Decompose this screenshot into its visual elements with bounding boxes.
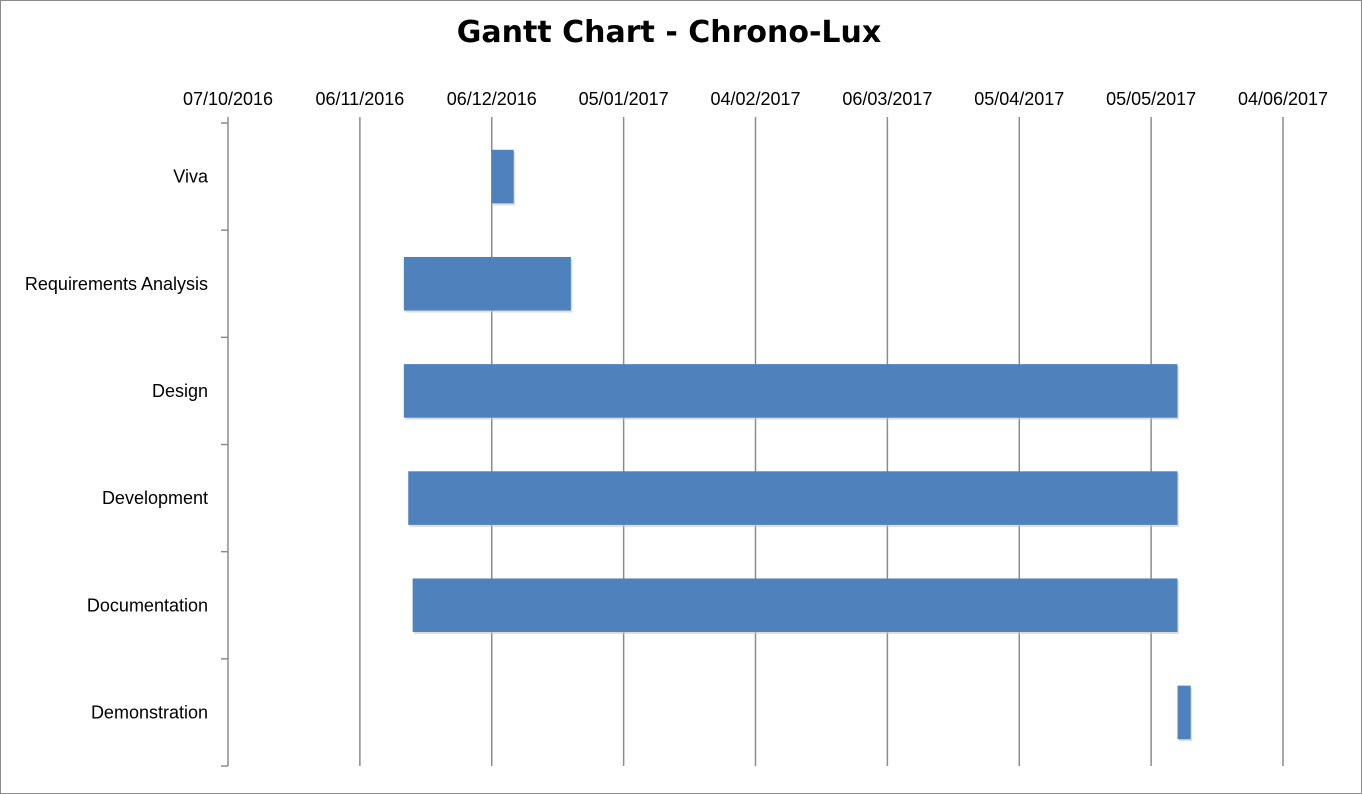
task-bar (1177, 685, 1191, 740)
x-tick-label: 05/05/2017 (1106, 89, 1196, 109)
axis-labels: 07/10/2016 06/11/2016 06/12/2016 05/01/2017… (25, 89, 1328, 722)
task-label: Development (102, 488, 208, 508)
x-tick-label: 06/12/2016 (447, 89, 537, 109)
task-bar (491, 149, 514, 204)
x-tick-label: 06/11/2016 (315, 89, 404, 109)
x-tick-label: 06/03/2017 (842, 89, 932, 109)
x-tick-label: 05/01/2017 (579, 89, 669, 109)
x-tick-label: 07/10/2016 (183, 89, 273, 109)
x-tick-label: 05/04/2017 (974, 89, 1064, 109)
grid-lines (359, 123, 1284, 766)
axes (221, 117, 1284, 767)
task-bar (403, 256, 571, 311)
task-bars (403, 149, 1193, 742)
task-label: Requirements Analysis (25, 274, 208, 294)
x-tick-label: 04/02/2017 (710, 89, 800, 109)
task-bar (412, 578, 1178, 633)
task-bar (403, 364, 1178, 418)
task-label: Documentation (87, 595, 208, 615)
task-bar (408, 471, 1178, 525)
chart-title: Gantt Chart - Chrono-Lux (456, 15, 882, 50)
x-tick-label: 04/06/2017 (1238, 89, 1328, 109)
task-label: Viva (173, 167, 209, 187)
task-label: Design (152, 381, 208, 401)
task-label: Demonstration (91, 702, 208, 722)
